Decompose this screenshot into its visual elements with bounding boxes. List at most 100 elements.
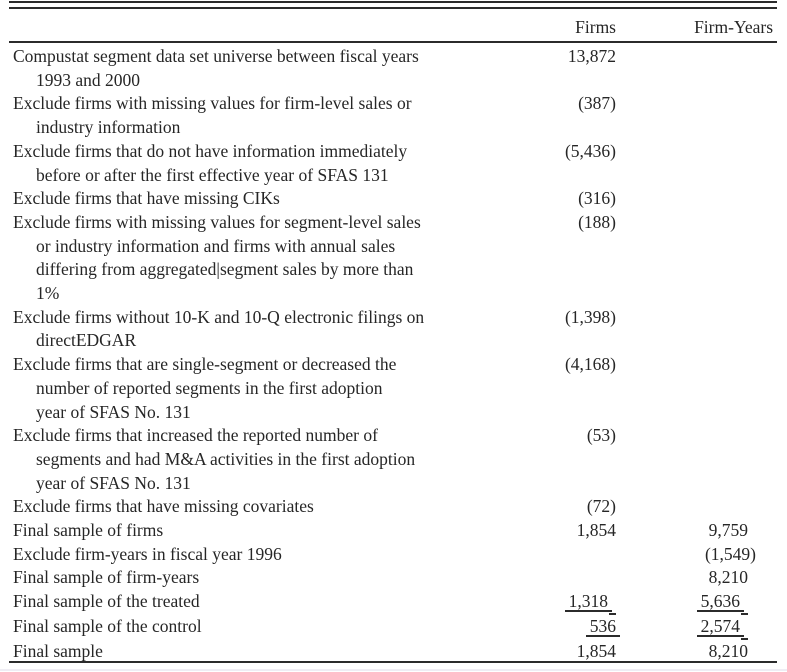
label-line: or industry information and firms with a…	[36, 235, 396, 256]
table-row: Exclude firms that do not have informati…	[10, 140, 777, 187]
value-text: (4,168)	[564, 354, 616, 375]
firms-value: (1,398)	[496, 306, 616, 353]
label-line: Exclude firms that increased the reporte…	[13, 425, 378, 446]
row-label: Exclude firm-years in fiscal year 1996	[10, 543, 496, 567]
page-edge-line	[0, 669, 787, 671]
firms-value: 13,872	[496, 45, 616, 92]
top-rule-inner	[9, 7, 777, 9]
label-line: year of SFAS No. 131	[36, 401, 191, 422]
firm-years-value	[616, 187, 777, 211]
table-row: Exclude firms that have missing CIKs (31…	[10, 187, 777, 211]
label-line: Final sample of firm-years	[13, 567, 200, 588]
firm-years-value: 9,759	[616, 519, 777, 543]
label-line: Exclude firms without 10-K and 10-Q elec…	[13, 306, 425, 327]
firms-value: (316)	[496, 187, 616, 211]
value-text: 8,210	[708, 567, 748, 588]
table-row: Exclude firms with missing values for fi…	[10, 92, 777, 139]
label-line: Exclude firms that are single-segment or…	[13, 354, 397, 375]
label-line: Final sample of firms	[13, 520, 164, 541]
value-text: 1,854	[576, 641, 616, 662]
table-header-row: Firms Firm-Years	[10, 9, 777, 41]
value-text: 8,210	[708, 641, 748, 662]
label-line: differing from aggregated|segment sales …	[36, 259, 414, 280]
firm-years-value	[616, 495, 777, 519]
table-row: Exclude firm-years in fiscal year 1996 (…	[10, 543, 777, 567]
value-text: 5,636	[700, 591, 740, 612]
table-row: Exclude firms that increased the reporte…	[10, 424, 777, 495]
label-line: Exclude firms with missing values for fi…	[13, 93, 412, 114]
firm-years-value	[616, 424, 777, 495]
label-line: Final sample of the treated	[13, 591, 200, 612]
value-text: 13,872	[567, 46, 616, 66]
firms-value: (4,168)	[496, 353, 616, 424]
label-line: Final sample	[13, 641, 103, 662]
top-rule-outer	[9, 1, 777, 3]
value-text: 2,574	[700, 616, 740, 637]
table-row: Exclude firms with missing values for se…	[10, 211, 777, 306]
value-text: 536	[589, 616, 616, 637]
row-label: Final sample of the control	[10, 615, 496, 640]
firm-years-value	[616, 353, 777, 424]
firms-value: 1,318	[496, 590, 616, 616]
table-row: Final sample of the treated 1,318 5,636	[10, 590, 777, 616]
label-line: Exclude firms that have missing CIKs	[13, 188, 280, 209]
firm-years-value: 8,210	[616, 640, 777, 664]
value-text: (316)	[578, 188, 616, 209]
firms-value: (53)	[496, 424, 616, 495]
underline-tail-mark	[741, 638, 748, 641]
column-header-firms: Firms	[575, 16, 616, 37]
table-row: Exclude firms without 10-K and 10-Q elec…	[10, 306, 777, 353]
firms-value	[496, 543, 616, 567]
firms-value	[496, 566, 616, 590]
table-row: Final sample of the control 536 2,574	[10, 615, 777, 641]
row-label: Exclude firms with missing values for fi…	[10, 92, 496, 139]
label-line: segments and had M&A activities in the f…	[36, 448, 416, 469]
column-header-firm-years: Firm-Years	[694, 16, 773, 37]
firm-years-value	[616, 306, 777, 353]
value-text: (53)	[586, 425, 616, 446]
row-label: Exclude firms that increased the reporte…	[10, 424, 496, 495]
table-row: Final sample of firms 1,854 9,759	[10, 519, 777, 543]
value-text: (1,398)	[564, 306, 616, 327]
table-row: Exclude firms that are single-segment or…	[10, 353, 777, 424]
row-label: Compustat segment data set universe betw…	[10, 45, 496, 92]
row-label: Final sample of firms	[10, 519, 496, 543]
firm-years-value	[616, 211, 777, 306]
underline-tail-mark	[609, 613, 616, 616]
row-label: Exclude firms that are single-segment or…	[10, 353, 496, 424]
label-line: industry information	[36, 117, 181, 138]
firm-years-value	[616, 92, 777, 139]
firms-value: (5,436)	[496, 140, 616, 187]
firm-years-value: 8,210	[616, 566, 777, 590]
firm-years-value	[616, 140, 777, 187]
label-line: Compustat segment data set universe betw…	[13, 46, 419, 66]
value-text: (387)	[578, 93, 616, 114]
label-line: Exclude firm-years in fiscal year 1996	[13, 543, 282, 564]
label-line: 1%	[36, 283, 60, 304]
value-text: 1,318	[568, 591, 608, 612]
label-line: before or after the first effective year…	[36, 164, 389, 185]
label-line: directEDGAR	[36, 330, 137, 351]
row-label: Exclude firms with missing values for se…	[10, 211, 496, 306]
row-label: Exclude firms without 10-K and 10-Q elec…	[10, 306, 496, 353]
row-label: Exclude firms that have missing CIKs	[10, 187, 496, 211]
table-row: Exclude firms that have missing covariat…	[10, 495, 777, 519]
firms-value: 1,854	[496, 519, 616, 543]
table-row: Compustat segment data set universe betw…	[10, 45, 777, 92]
label-line: Exclude firms that do not have informati…	[13, 140, 408, 161]
firms-value: (387)	[496, 92, 616, 139]
firm-years-value	[616, 45, 777, 92]
label-line: number of reported segments in the first…	[36, 377, 383, 398]
row-label: Final sample of the treated	[10, 590, 496, 615]
label-line: Exclude firms that have missing covariat…	[13, 496, 314, 517]
firms-value: 536	[496, 615, 616, 640]
value-text: 9,759	[708, 520, 748, 541]
underline-tail-mark	[741, 613, 748, 616]
value-text: (5,436)	[564, 140, 616, 161]
label-line: year of SFAS No. 131	[36, 472, 191, 493]
label-line: Exclude firms with missing values for se…	[13, 211, 421, 232]
table-row: Final sample 1,854 8,210	[10, 640, 777, 664]
row-label: Exclude firms that do not have informati…	[10, 140, 496, 187]
table-row: Final sample of firm-years 8,210	[10, 566, 777, 590]
